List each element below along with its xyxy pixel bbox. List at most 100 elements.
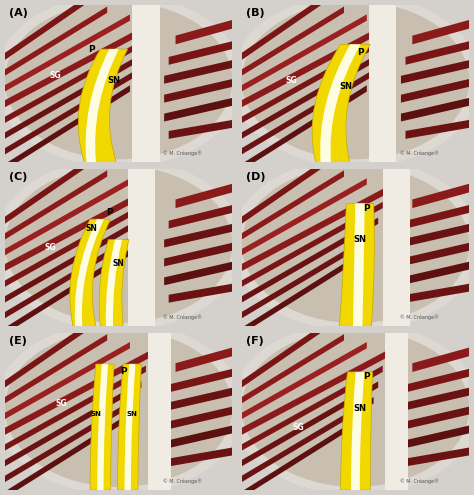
Polygon shape xyxy=(242,202,383,287)
Polygon shape xyxy=(5,162,84,224)
Polygon shape xyxy=(242,233,374,318)
Polygon shape xyxy=(401,243,469,266)
Polygon shape xyxy=(242,6,344,76)
Polygon shape xyxy=(242,349,390,435)
Polygon shape xyxy=(175,347,232,372)
Text: SN: SN xyxy=(85,224,97,233)
Text: SG: SG xyxy=(56,399,67,408)
PathPatch shape xyxy=(125,364,136,490)
PathPatch shape xyxy=(75,219,104,326)
Polygon shape xyxy=(242,185,390,271)
Text: SN: SN xyxy=(108,76,120,85)
Polygon shape xyxy=(164,98,232,121)
Text: (F): (F) xyxy=(246,336,264,346)
Polygon shape xyxy=(401,262,469,285)
Polygon shape xyxy=(5,342,130,419)
Polygon shape xyxy=(169,284,232,302)
PathPatch shape xyxy=(312,45,370,162)
Polygon shape xyxy=(5,14,130,92)
Polygon shape xyxy=(5,381,141,466)
Ellipse shape xyxy=(0,0,244,167)
PathPatch shape xyxy=(90,364,114,490)
Text: SG: SG xyxy=(286,76,298,85)
Polygon shape xyxy=(164,426,232,449)
Text: P: P xyxy=(356,48,363,57)
Text: © M. Créange®: © M. Créange® xyxy=(163,150,202,156)
Polygon shape xyxy=(5,366,146,450)
Text: © M. Créange®: © M. Créange® xyxy=(400,150,438,156)
Polygon shape xyxy=(412,347,469,372)
Polygon shape xyxy=(242,218,378,302)
Polygon shape xyxy=(242,54,378,139)
Ellipse shape xyxy=(5,166,232,323)
Polygon shape xyxy=(164,79,232,102)
Text: SN: SN xyxy=(354,403,366,413)
Polygon shape xyxy=(169,41,232,65)
Ellipse shape xyxy=(0,322,244,495)
Polygon shape xyxy=(169,369,232,393)
Polygon shape xyxy=(401,79,469,102)
Polygon shape xyxy=(175,20,232,45)
Polygon shape xyxy=(242,14,367,92)
Ellipse shape xyxy=(242,329,469,487)
Polygon shape xyxy=(148,333,171,490)
Polygon shape xyxy=(5,69,137,154)
PathPatch shape xyxy=(351,372,365,490)
Polygon shape xyxy=(412,184,469,208)
Polygon shape xyxy=(242,249,367,334)
Polygon shape xyxy=(5,413,130,495)
Polygon shape xyxy=(405,369,469,393)
Ellipse shape xyxy=(5,329,232,487)
Polygon shape xyxy=(169,205,232,229)
Polygon shape xyxy=(242,178,367,255)
Polygon shape xyxy=(128,169,155,326)
PathPatch shape xyxy=(99,240,129,326)
Text: SG: SG xyxy=(292,423,304,432)
Polygon shape xyxy=(405,284,469,302)
Polygon shape xyxy=(5,170,107,240)
Text: SN: SN xyxy=(113,259,125,268)
Text: SN: SN xyxy=(127,411,137,417)
Polygon shape xyxy=(5,21,153,107)
Polygon shape xyxy=(5,178,130,255)
Polygon shape xyxy=(242,326,321,388)
Text: © M. Créange®: © M. Créange® xyxy=(400,314,438,320)
Polygon shape xyxy=(5,249,130,334)
Polygon shape xyxy=(385,333,408,490)
Polygon shape xyxy=(164,388,232,411)
Polygon shape xyxy=(5,349,153,435)
Ellipse shape xyxy=(0,158,244,331)
Text: © M. Créange®: © M. Créange® xyxy=(400,478,438,484)
Polygon shape xyxy=(401,406,469,430)
PathPatch shape xyxy=(339,203,374,326)
Polygon shape xyxy=(405,447,469,466)
Polygon shape xyxy=(242,342,367,419)
Text: P: P xyxy=(88,45,95,53)
PathPatch shape xyxy=(320,45,361,162)
Polygon shape xyxy=(412,20,469,45)
Text: SN: SN xyxy=(340,82,353,92)
Ellipse shape xyxy=(230,322,474,495)
Polygon shape xyxy=(164,224,232,248)
Polygon shape xyxy=(5,397,137,482)
Polygon shape xyxy=(242,69,374,154)
Polygon shape xyxy=(5,218,141,302)
Polygon shape xyxy=(242,366,383,450)
Text: P: P xyxy=(120,367,127,376)
Polygon shape xyxy=(383,169,410,326)
Polygon shape xyxy=(5,233,137,318)
Polygon shape xyxy=(5,202,146,287)
Polygon shape xyxy=(369,5,396,162)
Polygon shape xyxy=(164,243,232,266)
Text: SG: SG xyxy=(49,71,61,80)
Polygon shape xyxy=(164,60,232,84)
Polygon shape xyxy=(5,0,84,60)
Polygon shape xyxy=(164,406,232,430)
PathPatch shape xyxy=(118,364,141,490)
Text: (D): (D) xyxy=(246,172,265,182)
Polygon shape xyxy=(405,120,469,139)
Polygon shape xyxy=(401,426,469,449)
PathPatch shape xyxy=(97,364,108,490)
PathPatch shape xyxy=(341,372,373,490)
Polygon shape xyxy=(169,120,232,139)
